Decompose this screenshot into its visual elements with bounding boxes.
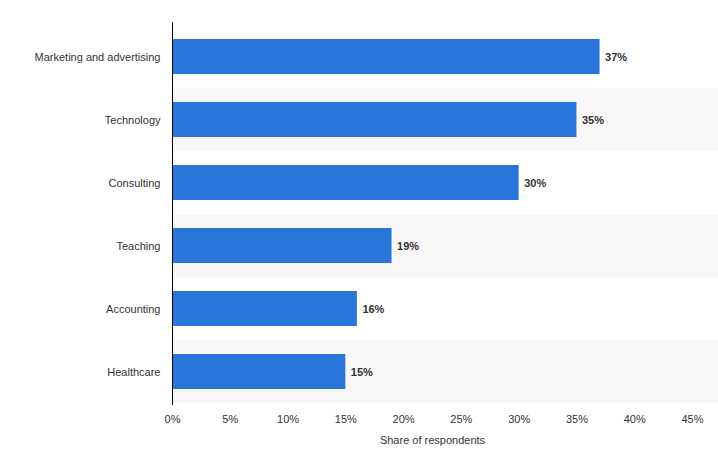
svg-text:19%: 19% bbox=[397, 240, 419, 252]
svg-text:0%: 0% bbox=[165, 413, 181, 425]
svg-text:30%: 30% bbox=[524, 177, 546, 189]
svg-text:35%: 35% bbox=[566, 413, 588, 425]
svg-text:15%: 15% bbox=[351, 366, 373, 378]
svg-text:45%: 45% bbox=[681, 413, 703, 425]
svg-text:15%: 15% bbox=[335, 413, 357, 425]
svg-text:Consulting: Consulting bbox=[109, 177, 161, 189]
svg-text:16%: 16% bbox=[362, 303, 384, 315]
svg-text:Healthcare: Healthcare bbox=[107, 366, 160, 378]
svg-text:Marketing and advertising: Marketing and advertising bbox=[35, 51, 161, 63]
svg-text:Accounting: Accounting bbox=[106, 303, 160, 315]
svg-text:35%: 35% bbox=[582, 114, 604, 126]
svg-text:37%: 37% bbox=[605, 51, 627, 63]
svg-text:40%: 40% bbox=[624, 413, 646, 425]
svg-text:10%: 10% bbox=[277, 413, 299, 425]
svg-text:Share of respondents: Share of respondents bbox=[380, 434, 486, 446]
svg-text:Technology: Technology bbox=[105, 114, 161, 126]
svg-text:30%: 30% bbox=[508, 413, 530, 425]
svg-text:25%: 25% bbox=[450, 413, 472, 425]
svg-text:20%: 20% bbox=[393, 413, 415, 425]
svg-text:5%: 5% bbox=[222, 413, 238, 425]
svg-text:Teaching: Teaching bbox=[116, 240, 160, 252]
